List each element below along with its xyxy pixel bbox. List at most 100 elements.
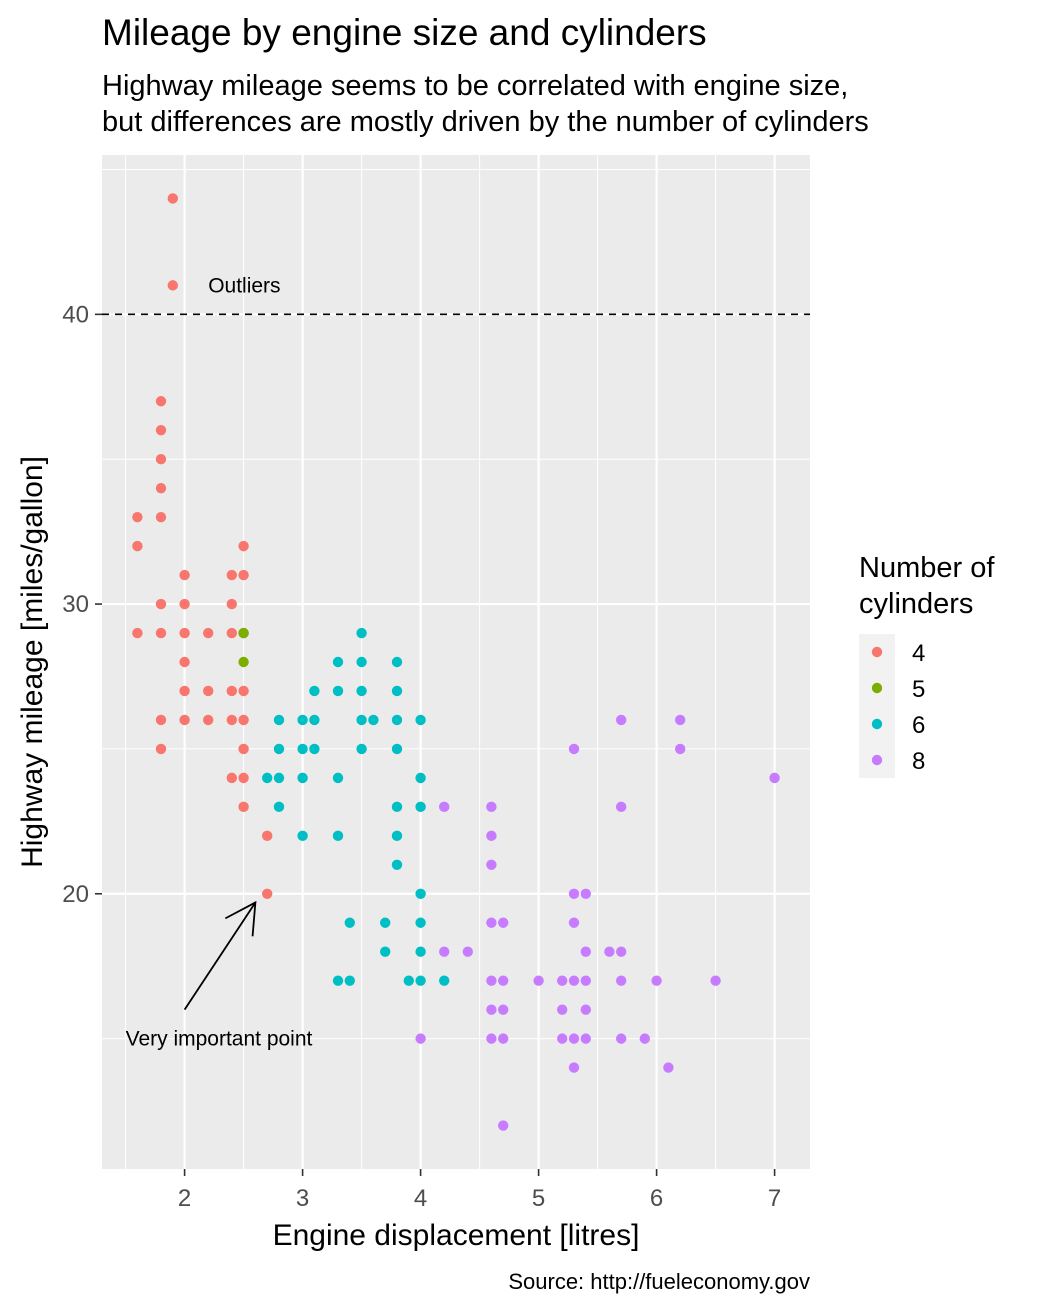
data-point-cyl-8 [486, 801, 497, 813]
data-point-cyl-4 [155, 454, 167, 465]
data-point-cyl-6 [344, 917, 355, 928]
annotation-important-point-label: Very important point [126, 1028, 313, 1051]
data-point-cyl-6 [439, 975, 450, 986]
data-point-cyl-8 [616, 946, 627, 957]
data-point-cyl-6 [356, 656, 367, 668]
data-point-cyl-4 [262, 888, 273, 899]
data-point-cyl-8 [675, 714, 686, 726]
data-point-cyl-8 [557, 1033, 568, 1044]
data-point-cyl-8 [568, 1062, 580, 1073]
data-point-cyl-6 [380, 917, 391, 928]
data-point-cyl-6 [403, 975, 414, 986]
legend-label-cyl-6: 6 [912, 712, 925, 739]
x-tick-label: 4 [414, 1185, 427, 1212]
legend-key-cyl-5 [871, 682, 883, 694]
data-point-cyl-4 [179, 598, 190, 610]
chart-subtitle-line-2: but differences are mostly driven by the… [102, 106, 869, 138]
data-point-cyl-4 [179, 656, 190, 668]
data-point-cyl-6 [297, 772, 308, 784]
x-tick-label: 3 [296, 1185, 309, 1212]
data-point-cyl-4 [226, 772, 237, 784]
data-point-cyl-8 [769, 772, 780, 784]
data-point-cyl-4 [226, 598, 237, 610]
annotation-outliers-label: Outliers [208, 274, 280, 297]
data-point-cyl-8 [486, 975, 497, 986]
data-point-cyl-8 [415, 1033, 426, 1044]
data-point-cyl-4 [238, 569, 249, 581]
data-point-cyl-4 [155, 482, 167, 494]
data-point-cyl-6 [356, 743, 367, 755]
data-point-cyl-8 [580, 888, 591, 899]
data-point-cyl-4 [226, 685, 237, 697]
legend: Number of cylinders 4 5 6 8 [859, 552, 995, 778]
data-point-cyl-8 [663, 1062, 674, 1073]
data-points [132, 193, 780, 1131]
data-point-cyl-4 [155, 627, 167, 639]
legend-key-cyl-6 [871, 718, 883, 730]
data-point-cyl-8 [462, 946, 473, 957]
data-point-cyl-6 [368, 714, 379, 726]
data-point-cyl-8 [604, 946, 615, 957]
data-point-cyl-4 [155, 425, 167, 436]
data-point-cyl-6 [391, 801, 403, 813]
legend-title-line-1: Number of [859, 552, 995, 584]
data-point-cyl-4 [179, 569, 190, 581]
data-point-cyl-6 [391, 743, 403, 755]
data-point-cyl-8 [498, 975, 509, 986]
data-point-cyl-8 [498, 1033, 509, 1044]
data-point-cyl-4 [203, 685, 214, 697]
data-point-cyl-4 [155, 714, 167, 726]
annotations: Outliers Very important point [126, 274, 313, 1050]
data-point-cyl-4 [132, 540, 143, 552]
data-point-cyl-8 [533, 975, 544, 986]
data-point-cyl-4 [262, 830, 273, 842]
legend-key-background [859, 634, 895, 778]
data-point-cyl-6 [415, 801, 426, 813]
data-point-cyl-8 [486, 917, 497, 928]
data-point-cyl-6 [356, 685, 367, 697]
data-point-cyl-6 [273, 801, 285, 813]
data-point-cyl-8 [580, 946, 591, 957]
data-point-cyl-8 [498, 1120, 509, 1131]
data-point-cyl-6 [297, 830, 308, 842]
y-tick-label: 30 [62, 591, 89, 618]
data-point-cyl-8 [568, 917, 580, 928]
axes: 2 3 4 5 6 7 20 30 40 [62, 301, 781, 1212]
data-point-cyl-8 [486, 1004, 497, 1015]
data-point-cyl-6 [332, 772, 344, 784]
legend-entries: 4 5 6 8 [871, 640, 925, 775]
data-point-cyl-6 [332, 975, 344, 986]
x-tick-label: 7 [768, 1185, 781, 1212]
data-point-cyl-8 [580, 1004, 591, 1015]
x-axis-label: Engine displacement [litres] [273, 1219, 640, 1252]
data-point-cyl-8 [616, 975, 627, 986]
data-point-cyl-8 [557, 1004, 568, 1015]
data-point-cyl-6 [391, 656, 403, 668]
data-point-cyl-8 [616, 801, 627, 813]
y-tick-label: 20 [62, 881, 89, 908]
data-point-cyl-6 [273, 714, 285, 726]
data-point-cyl-4 [167, 280, 178, 291]
data-point-cyl-8 [580, 1033, 591, 1044]
data-point-cyl-4 [238, 714, 249, 726]
data-point-cyl-8 [486, 859, 497, 870]
data-point-cyl-6 [415, 888, 426, 899]
data-point-cyl-6 [297, 714, 308, 726]
data-point-cyl-4 [203, 714, 214, 726]
data-point-cyl-6 [391, 685, 403, 697]
annotation-arrow-head [224, 900, 257, 937]
data-point-cyl-4 [155, 598, 167, 610]
data-point-cyl-4 [238, 801, 249, 813]
legend-title-line-2: cylinders [859, 588, 973, 620]
data-point-cyl-6 [332, 830, 344, 842]
data-point-cyl-4 [167, 193, 178, 204]
data-point-cyl-4 [238, 685, 249, 697]
data-point-cyl-6 [356, 714, 367, 726]
data-point-cyl-6 [297, 743, 308, 755]
data-point-cyl-5 [238, 656, 249, 668]
data-point-cyl-5 [238, 627, 249, 639]
x-tick-label: 2 [178, 1185, 191, 1212]
data-point-cyl-4 [238, 743, 249, 755]
gridlines [102, 155, 810, 1169]
